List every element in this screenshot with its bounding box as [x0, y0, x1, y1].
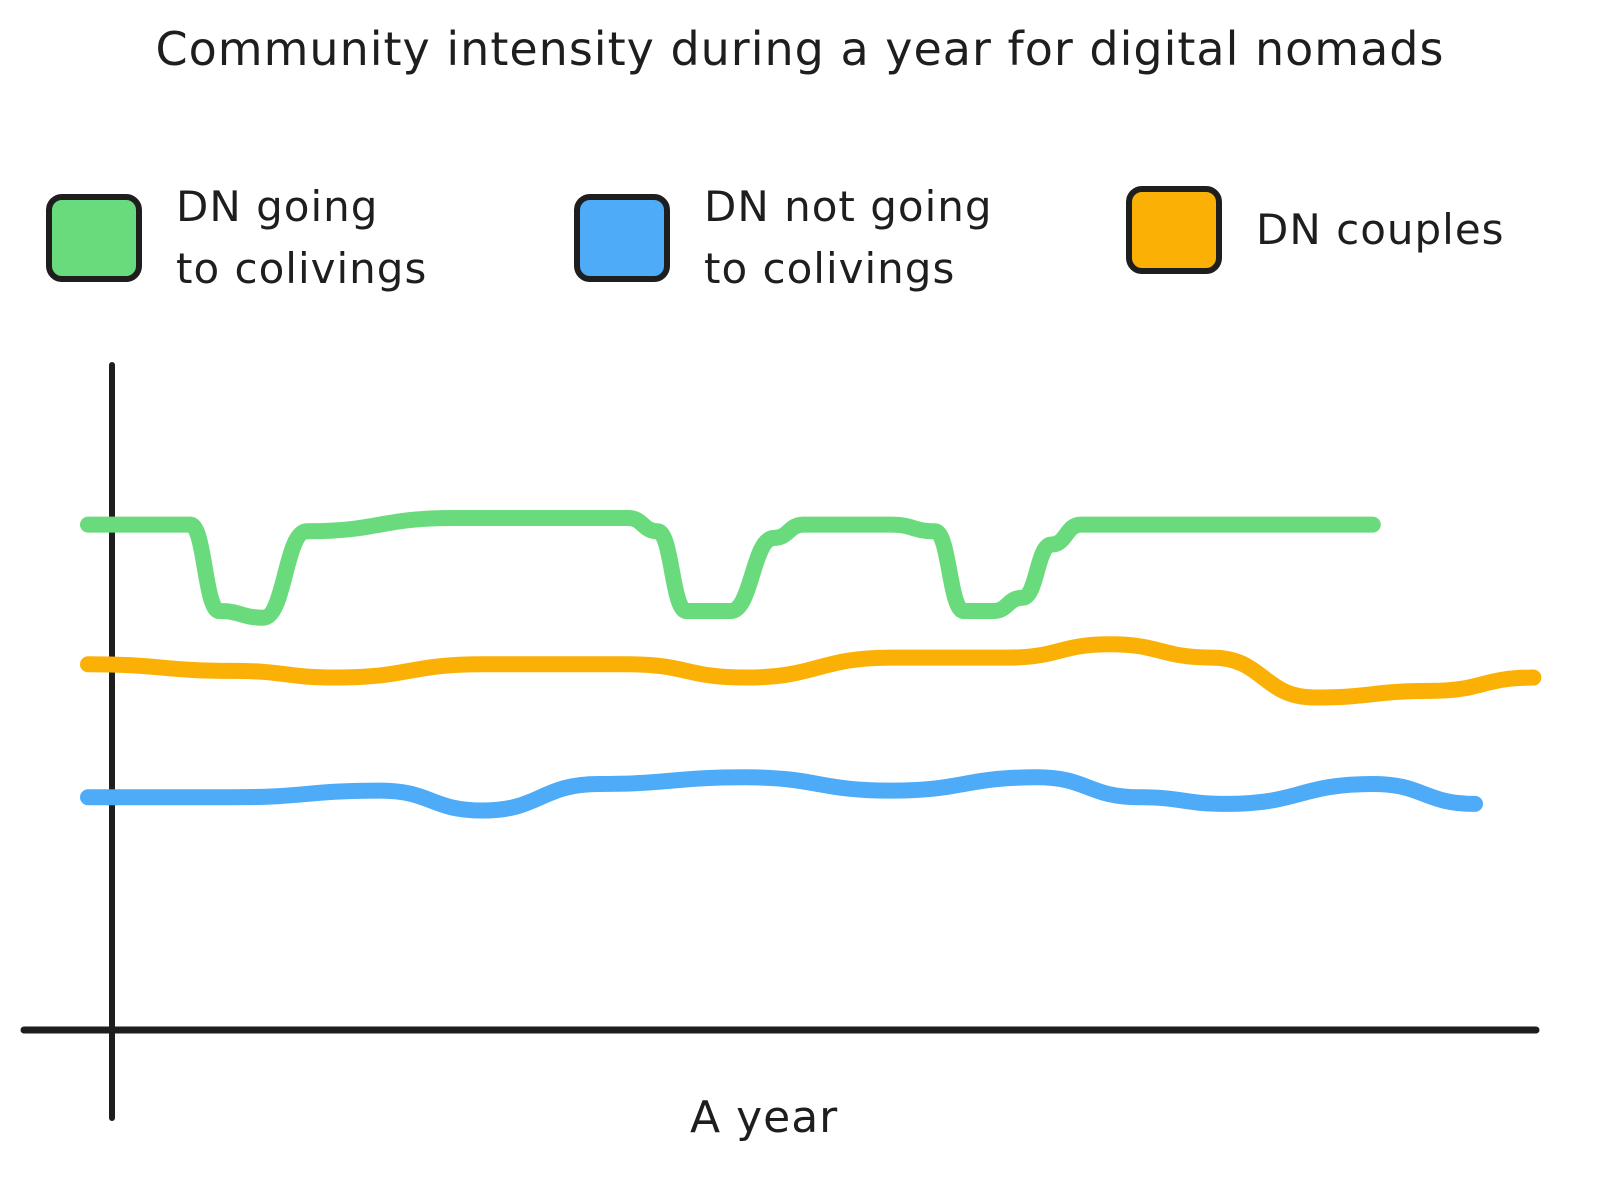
legend-label: DN going to colivings [176, 182, 428, 293]
legend-item-going-colivings: DN going to colivings [46, 176, 427, 300]
legend-item-not-going-colivings: DN not going to colivings [574, 176, 993, 300]
legend-label: DN couples [1256, 205, 1505, 254]
x-axis-label: A year [690, 1092, 839, 1143]
series-couples-line [80, 636, 1542, 706]
series-going-colivings-line [80, 509, 1381, 626]
series-layer [80, 509, 1542, 819]
series-not-going-colivings-line [80, 769, 1483, 819]
legend-swatch-green [46, 194, 142, 282]
legend-item-couples: DN couples [1126, 186, 1505, 274]
legend-swatch-blue [574, 194, 670, 282]
legend-label: DN not going to colivings [704, 182, 993, 293]
chart-title: Community intensity during a year for di… [155, 22, 1445, 76]
legend-swatch-orange [1126, 186, 1222, 274]
